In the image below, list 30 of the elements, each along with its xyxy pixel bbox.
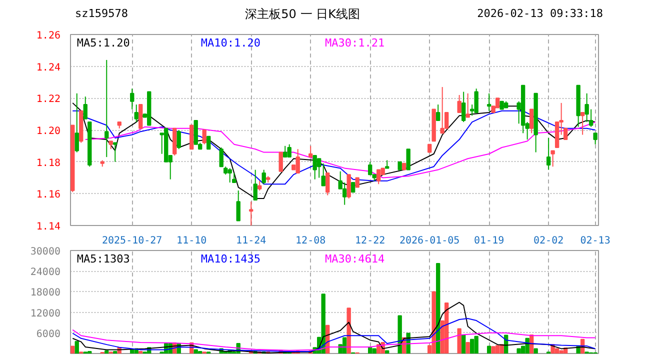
x-tick-label: 12-08	[296, 236, 326, 246]
y-tick-label: 1.18	[36, 158, 61, 169]
x-tick-label: 11-10	[176, 236, 207, 246]
y-tick-label: 1.26	[36, 30, 61, 42]
text: MA10:1435	[200, 252, 261, 266]
text: MA5:1303	[76, 252, 130, 266]
text: MA30:1.21	[324, 36, 385, 50]
text: MA30:4614	[324, 252, 385, 266]
y-tick-label: 24000	[30, 267, 61, 278]
chart-title: 深主板50 一 日K线图	[245, 6, 360, 23]
text: MA10:1.20	[200, 36, 261, 50]
x-tick-label: 12-22	[355, 236, 386, 246]
y-tick-label: 30000	[30, 246, 61, 258]
y-tick-label: 1.16	[36, 190, 61, 201]
y-tick-label: 6000	[36, 328, 61, 340]
x-tick-label: 01-19	[474, 236, 504, 246]
x-tick-label: 11-24	[236, 236, 266, 246]
x-tick-label: 02-02	[534, 236, 564, 246]
x-tick-label: 02-13	[580, 236, 610, 246]
y-tick-label: 12000	[30, 308, 61, 320]
y-tick-label: 1.22	[36, 94, 61, 106]
y-tick-label: 18000	[30, 288, 61, 299]
y-tick-label: 1.24	[36, 62, 61, 74]
text: MA5:1.20	[76, 36, 130, 50]
text: 2026-02-13 09:33:18	[477, 6, 603, 22]
x-tick-label: 2025-10-27	[102, 236, 162, 246]
x-tick-label: 2026-01-05	[399, 236, 460, 246]
y-tick-label: 1.14	[36, 222, 61, 232]
y-tick-label: 1.20	[36, 126, 61, 137]
chart-subtitle: sz159578	[75, 6, 128, 22]
